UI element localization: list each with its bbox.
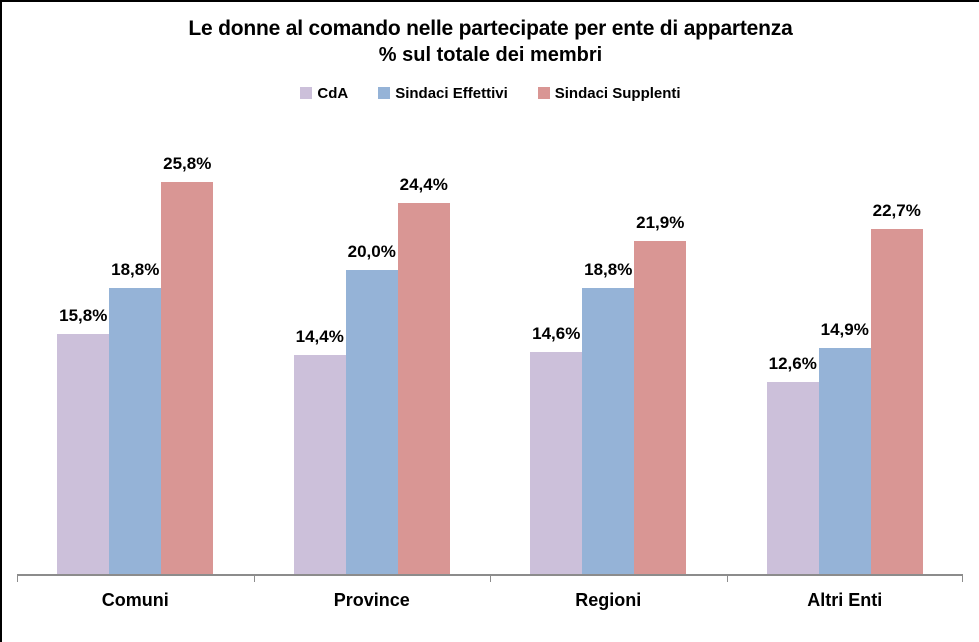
bar-value-label: 18,8% [111, 260, 160, 279]
chart-subtitle: % sul totale dei membri [378, 44, 603, 66]
bar-value-label: 21,9% [636, 213, 685, 232]
bar: 15,8% [57, 306, 110, 574]
bar: 18,8% [582, 260, 635, 574]
bar-value-label: 14,9% [820, 320, 869, 339]
bar: 22,7% [870, 201, 923, 574]
bar-group: 14,6% 18,8% 21,9% [490, 118, 727, 574]
legend-item: Sindaci Supplenti [537, 84, 681, 102]
legend: CdA Sindaci Effettivi Sindaci Supplenti [2, 84, 979, 102]
bar-value-label: 24,4% [399, 175, 448, 194]
legend-swatch-icon [537, 87, 550, 99]
bar: 18,8% [109, 260, 162, 574]
bar-group: 15,8% 18,8% 25,8% [17, 118, 254, 574]
x-axis-label: Province [333, 590, 410, 610]
axis-tick [726, 574, 728, 582]
x-axis-labels: Comuni Province Regioni Altri Enti [17, 576, 963, 611]
x-axis-label: Comuni [101, 590, 169, 610]
legend-label: Sindaci Effettivi [395, 84, 508, 102]
x-axis-label: Regioni [575, 590, 642, 610]
bar: 12,6% [766, 354, 819, 574]
legend-item: CdA [300, 85, 348, 102]
bar-group: 14,4% 20,0% 24,4% [254, 118, 491, 574]
bar: 14,9% [818, 320, 871, 574]
bar: 14,4% [293, 327, 346, 574]
bar-value-label: 14,4% [295, 327, 344, 346]
bar: 20,0% [345, 242, 398, 574]
bar: 24,4% [397, 175, 450, 574]
bar-value-label: 25,8% [163, 154, 212, 173]
bar: 25,8% [161, 154, 214, 574]
bar-value-label: 14,6% [532, 324, 581, 343]
axis-tick [253, 574, 255, 582]
plot-area: 15,8% 18,8% 25,8% 14,4% 20,0% 24,4% 14,6% 18,8%… [17, 118, 963, 582]
bar-value-label: 12,6% [768, 354, 817, 373]
axis-tick [490, 574, 491, 582]
x-axis-label: Altri Enti [807, 590, 883, 610]
legend-swatch-icon [300, 87, 313, 99]
legend-swatch-icon [378, 87, 391, 99]
legend-label: CdA [317, 84, 349, 102]
bar: 21,9% [634, 213, 687, 574]
bar: 14,6% [530, 324, 583, 574]
legend-item: Sindaci Effettivi [378, 85, 508, 102]
bar-value-label: 15,8% [59, 306, 108, 325]
legend-label: Sindaci Supplenti [554, 84, 681, 102]
bar-value-label: 20,0% [347, 242, 396, 261]
bar-value-label: 22,7% [872, 201, 921, 220]
bar-value-label: 18,8% [584, 260, 633, 279]
bar-groups: 15,8% 18,8% 25,8% 14,4% 20,0% 24,4% 14,6% 18,8%… [17, 118, 963, 574]
axis-tick [17, 574, 18, 582]
chart-title: Le donne al comando nelle partecipate pe… [188, 17, 793, 40]
bar-group: 12,6% 14,9% 22,7% [727, 118, 964, 574]
axis-tick [962, 574, 963, 582]
